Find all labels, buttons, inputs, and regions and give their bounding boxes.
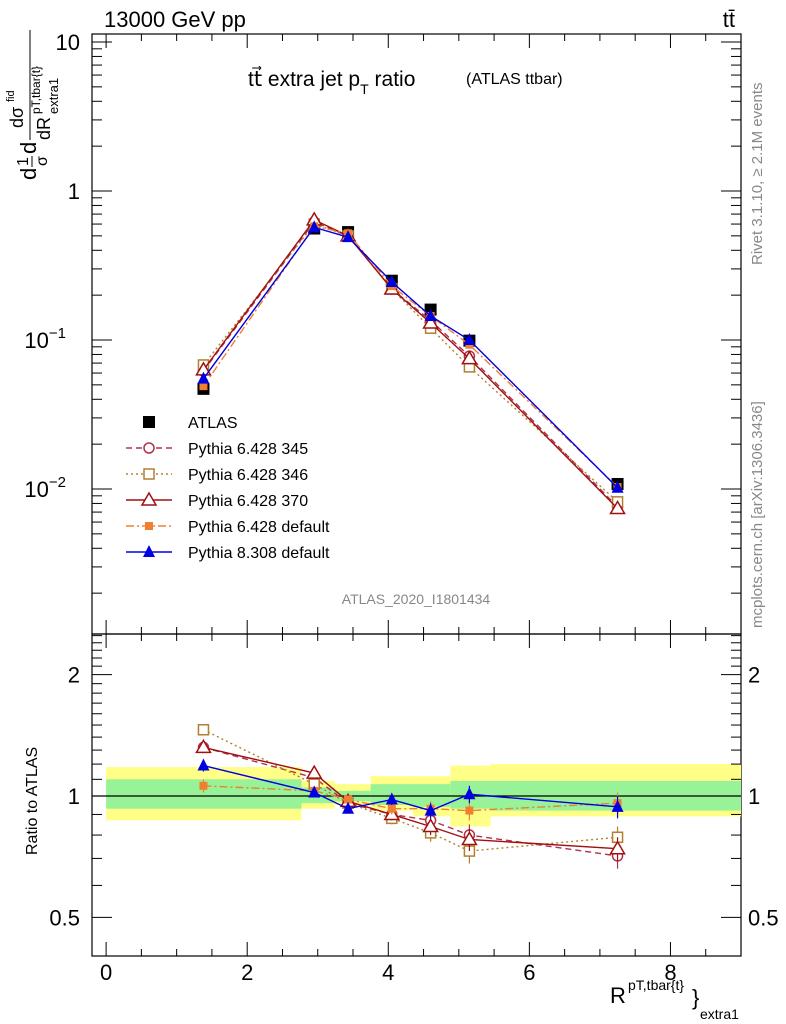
data-point bbox=[385, 275, 398, 288]
main-title: tt⃗ extra jet pT ratio (ATLAS ttbar) bbox=[248, 66, 563, 97]
energy-label: 13000 GeV pp bbox=[104, 7, 246, 32]
legend-label: Pythia 6.428 346 bbox=[188, 467, 308, 484]
legend-marker bbox=[143, 416, 155, 428]
ratio-data-point bbox=[465, 806, 474, 815]
ratio-data-point bbox=[305, 764, 323, 779]
svg-text:dσ: dσ bbox=[7, 107, 27, 128]
main-title-text: tt⃗ extra jet p bbox=[248, 66, 360, 91]
series-line bbox=[202, 223, 619, 503]
data-point bbox=[308, 220, 321, 233]
svg-text:extra1: extra1 bbox=[700, 1006, 739, 1022]
data-point bbox=[424, 308, 437, 321]
legend-item: Pythia 6.428 370 bbox=[126, 491, 308, 510]
svg-text:tt⃗ extra jet pT ratio: tt⃗ extra jet pT ratio bbox=[248, 66, 415, 97]
data-point bbox=[197, 371, 210, 384]
x-axis-label: R pT,tbar{t} } extra1 bbox=[610, 977, 739, 1022]
main-title-tag: (ATLAS ttbar) bbox=[466, 71, 563, 88]
svg-text:d: d bbox=[16, 142, 41, 154]
ratio-y-tick-label: 1 bbox=[68, 784, 80, 809]
main-title-subscript: T bbox=[360, 81, 369, 97]
ratio-data-point bbox=[308, 785, 321, 798]
process-label: tt̄ bbox=[723, 7, 735, 32]
legend-marker bbox=[140, 491, 158, 506]
svg-text:pT,tbar{t}: pT,tbar{t} bbox=[628, 977, 684, 993]
svg-text:R: R bbox=[610, 983, 626, 1008]
ratio-y-tick-label: 2 bbox=[68, 663, 80, 688]
ratio-y-axis-label: Ratio to ATLAS bbox=[24, 747, 41, 855]
data-point bbox=[199, 382, 208, 391]
data-point bbox=[609, 499, 626, 515]
ratio-data-point bbox=[342, 801, 355, 814]
data-point bbox=[611, 480, 624, 493]
ratio-data-point bbox=[195, 738, 212, 754]
legend-marker bbox=[145, 522, 153, 530]
data-point bbox=[422, 314, 439, 329]
ratio-data-point bbox=[197, 758, 210, 771]
y-tick-label: 10 bbox=[56, 30, 80, 55]
legend-label: Pythia 6.428 default bbox=[188, 519, 330, 536]
svg-text:pT,tbar{t}: pT,tbar{t} bbox=[29, 66, 43, 114]
ratio-data-point bbox=[611, 799, 624, 812]
ratio-y-tick-label: 0.5 bbox=[49, 905, 80, 930]
legend-marker bbox=[143, 442, 155, 454]
series-line bbox=[202, 221, 619, 508]
x-tick-label: 8 bbox=[664, 960, 676, 985]
svg-text:extra1: extra1 bbox=[46, 78, 61, 114]
svg-text:σ: σ bbox=[34, 156, 51, 166]
legend-item: Pythia 8.308 default bbox=[126, 545, 330, 562]
legend-marker bbox=[143, 545, 155, 557]
legend-marker bbox=[143, 468, 155, 480]
analysis-id: ATLAS_2020_I1801434 bbox=[342, 591, 491, 607]
svg-text:}: } bbox=[692, 985, 699, 1010]
legend-label: Pythia 6.428 370 bbox=[188, 493, 308, 510]
legend-label: Pythia 6.428 345 bbox=[188, 441, 308, 458]
x-tick-label: 6 bbox=[523, 960, 535, 985]
ratio-data-point bbox=[199, 781, 208, 790]
svg-text:dR: dR bbox=[34, 117, 54, 140]
y-tick-label: 10−1 bbox=[24, 325, 66, 353]
x-tick-label: 2 bbox=[241, 960, 253, 985]
ratio-data-point bbox=[197, 724, 210, 736]
legend-label: Pythia 8.308 default bbox=[188, 545, 330, 562]
rivet-version-label: Rivet 3.1.10, ≥ 2.1M events bbox=[749, 83, 766, 266]
legend-item: Pythia 6.428 default bbox=[126, 519, 330, 536]
legend-item: Pythia 6.428 346 bbox=[126, 467, 308, 484]
ratio-data-point bbox=[609, 840, 626, 855]
main-title-suffix: ratio bbox=[369, 68, 416, 91]
y-tick-label: 10−2 bbox=[24, 474, 66, 502]
ratio-data-point bbox=[463, 787, 476, 800]
ratio-data-point bbox=[385, 792, 398, 805]
x-tick-label: 4 bbox=[382, 960, 394, 985]
data-point bbox=[463, 333, 476, 345]
legend-item: ATLAS bbox=[143, 415, 238, 432]
top-y-axis-label: d 1 σ d dσ fid dR pT,tbar{t} extra1 bbox=[5, 30, 61, 180]
x-tick-label: 0 bbox=[100, 960, 112, 985]
svg-text:d: d bbox=[16, 168, 41, 180]
data-point bbox=[461, 350, 478, 365]
svg-text:1: 1 bbox=[15, 157, 32, 166]
series-line bbox=[202, 219, 619, 509]
ratio-data-point bbox=[344, 795, 353, 804]
legend-item: Pythia 6.428 345 bbox=[126, 441, 308, 458]
main-plot-frame bbox=[91, 33, 742, 635]
ratio-y-tick-label-right: 1 bbox=[748, 784, 760, 809]
y-tick-label: 1 bbox=[68, 179, 80, 204]
ratio-data-point bbox=[422, 818, 439, 833]
ratio-data-point bbox=[424, 803, 437, 816]
legend-label: ATLAS bbox=[188, 415, 238, 432]
ratio-data-point bbox=[461, 830, 478, 846]
source-label: mcplots.cern.ch [arXiv:1306.3436] bbox=[749, 401, 766, 628]
ratio-y-tick-label-right: 0.5 bbox=[748, 905, 779, 930]
svg-text:fid: fid bbox=[5, 90, 17, 102]
ratio-data-point bbox=[387, 804, 396, 813]
ratio-y-tick-label-right: 2 bbox=[748, 663, 760, 688]
data-point bbox=[342, 230, 355, 243]
